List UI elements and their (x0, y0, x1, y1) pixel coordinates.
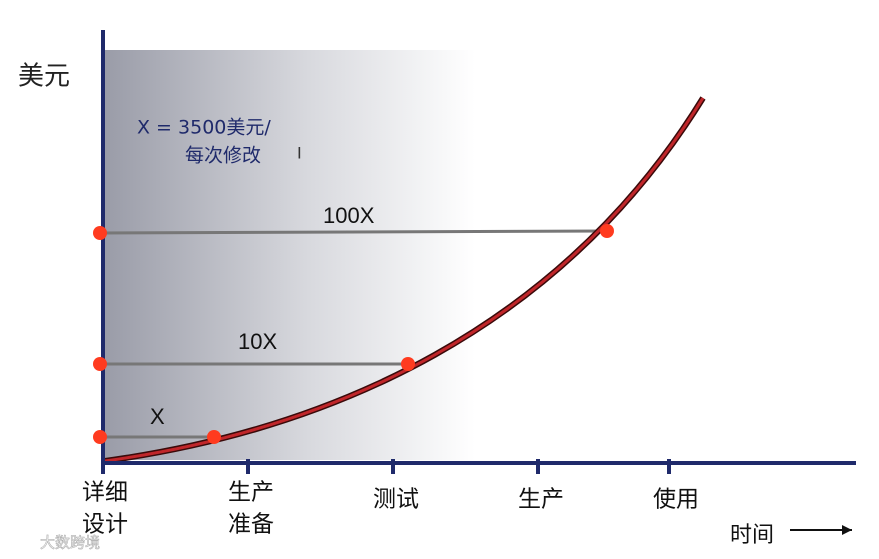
stage-label: 生产 (518, 487, 564, 513)
stage-label: 准备 (228, 512, 274, 538)
stage-label: 生产 (228, 480, 274, 506)
y-axis-label: 美元 (18, 62, 70, 92)
stage-label: 测试 (373, 487, 419, 513)
watermark: 大数跨境 (40, 534, 100, 552)
level-label: 10X (238, 329, 277, 354)
note-line: X = 3500美元/ (137, 117, 271, 139)
level-label: 100X (323, 203, 375, 228)
x-arrowhead (842, 525, 852, 535)
dots (93, 224, 614, 444)
x-axis-label: 时间 (730, 523, 774, 548)
stage-label: 详细 (82, 480, 128, 506)
shaded-region (105, 50, 475, 460)
level-line (99, 229, 608, 235)
level-label: X (150, 404, 165, 429)
stage-label: 使用 (653, 487, 699, 513)
ticks (101, 459, 671, 474)
note-line: 每次修改 (185, 145, 261, 167)
cursor: I (297, 144, 302, 163)
stage-label: 设计 (82, 512, 128, 538)
cost-curve (104, 97, 705, 463)
